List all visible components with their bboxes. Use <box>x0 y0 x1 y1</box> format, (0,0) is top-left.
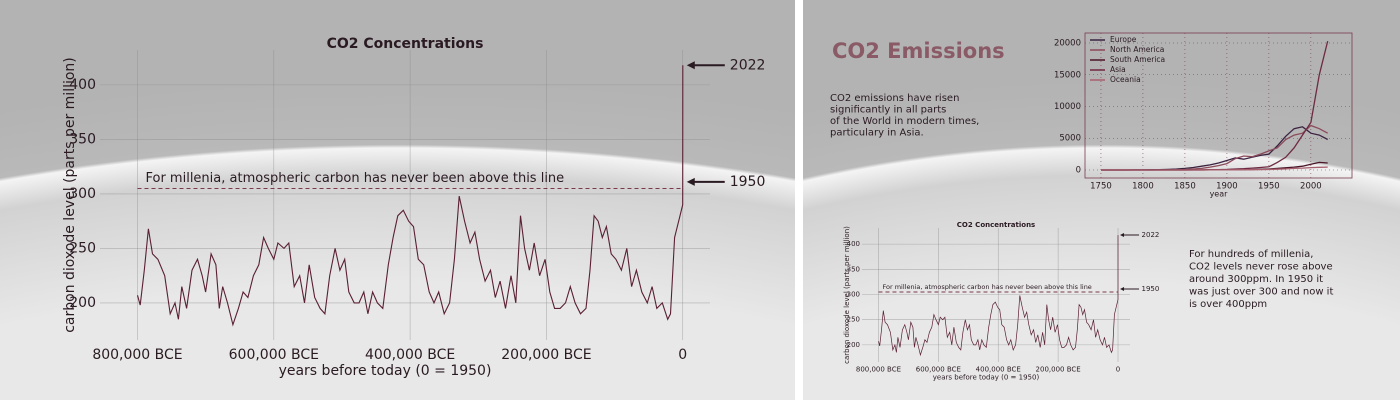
note-line: For hundreds of millenia, <box>1189 249 1313 260</box>
y-tick-label: 200 <box>69 295 96 311</box>
threshold-text: For millenia, atmospheric carbon has nev… <box>882 283 1091 291</box>
y-tick-label: 5000 <box>1059 134 1081 144</box>
x-tick-label: 800,000 BCE <box>856 366 901 374</box>
chart-title: CO2 Concentrations <box>327 36 484 52</box>
y-tick-label: 10000 <box>1054 102 1081 112</box>
y-tick-label: 300 <box>69 186 96 202</box>
y-tick-label: 15000 <box>1054 70 1081 80</box>
annotation-label: 2022 <box>1142 231 1160 239</box>
x-tick-label: 1900 <box>1216 182 1238 192</box>
x-tick-label: 0 <box>678 347 687 363</box>
note-line: was just over 300 and now it <box>1189 287 1333 298</box>
note-line: CO2 emissions have risen <box>830 93 959 104</box>
y-axis-label: carbon dioxode level (parts per million) <box>62 57 78 333</box>
annotation-label: 1950 <box>730 174 766 190</box>
right-panel <box>803 0 1400 400</box>
legend-label: North America <box>1110 45 1164 54</box>
plot-frame <box>1084 32 1353 179</box>
y-tick-label: 350 <box>69 131 96 147</box>
legend-label: Asia <box>1110 65 1126 74</box>
x-tick-label: 400,000 BCE <box>976 366 1021 374</box>
arrow-head <box>686 61 695 70</box>
note-line: significantly in all parts <box>830 105 946 116</box>
x-tick-label: 1800 <box>1132 182 1154 192</box>
x-tick-label: 200,000 BCE <box>1036 366 1081 374</box>
annotation-label: 2022 <box>730 57 766 73</box>
arrow-head <box>686 177 695 186</box>
x-tick-label: 600,000 BCE <box>916 366 961 374</box>
x-tick-label: 2000 <box>1300 182 1322 192</box>
x-axis-label: year <box>1210 190 1229 199</box>
y-tick-label: 250 <box>847 316 860 324</box>
y-tick-label: 200 <box>847 341 860 349</box>
note-line: CO2 levels never rose above <box>1189 262 1333 273</box>
x-tick-label: 1950 <box>1258 182 1280 192</box>
y-tick-label: 400 <box>847 240 860 248</box>
threshold-text: For millenia, atmospheric carbon has nev… <box>145 171 564 186</box>
y-tick-label: 0 <box>1076 165 1081 175</box>
data-line <box>1101 166 1328 171</box>
x-tick-label: 800,000 BCE <box>92 347 182 363</box>
y-tick-label: 250 <box>69 240 96 256</box>
data-line <box>878 235 1119 357</box>
x-tick-label: 600,000 BCE <box>229 347 319 363</box>
data-line <box>136 65 684 327</box>
y-tick-label: 20000 <box>1054 39 1081 49</box>
x-tick-label: 1850 <box>1174 182 1196 192</box>
left-panel <box>0 0 795 400</box>
note-line: of the World in modern times, <box>830 116 979 127</box>
annotation-label: 1950 <box>1142 285 1160 293</box>
y-axis-label: carbon dioxode level (parts per million) <box>843 226 851 364</box>
arrow-head <box>1120 286 1125 291</box>
y-tick-label: 350 <box>847 265 860 273</box>
x-tick-label: 0 <box>1116 366 1120 374</box>
x-tick-label: 200,000 BCE <box>501 347 591 363</box>
arrow-head <box>1120 233 1125 238</box>
x-axis-label: years before today (0 = 1950) <box>279 363 492 379</box>
panel-title: CO2 Emissions <box>832 39 1005 63</box>
y-tick-label: 300 <box>847 290 860 298</box>
x-tick-label: 1750 <box>1090 182 1112 192</box>
note-line: is over 400ppm <box>1189 299 1267 310</box>
divider <box>795 0 803 400</box>
x-axis-label: years before today (0 = 1950) <box>933 374 1040 382</box>
legend-label: Oceania <box>1110 75 1141 84</box>
note-line: particulary in Asia. <box>830 128 924 139</box>
legend-label: Europe <box>1110 35 1137 44</box>
legend-label: South America <box>1110 55 1165 64</box>
note-line: around 300ppm. In 1950 it <box>1189 274 1323 285</box>
chart-title: CO2 Concentrations <box>957 221 1035 229</box>
x-tick-label: 400,000 BCE <box>365 347 455 363</box>
y-tick-label: 400 <box>69 77 96 93</box>
